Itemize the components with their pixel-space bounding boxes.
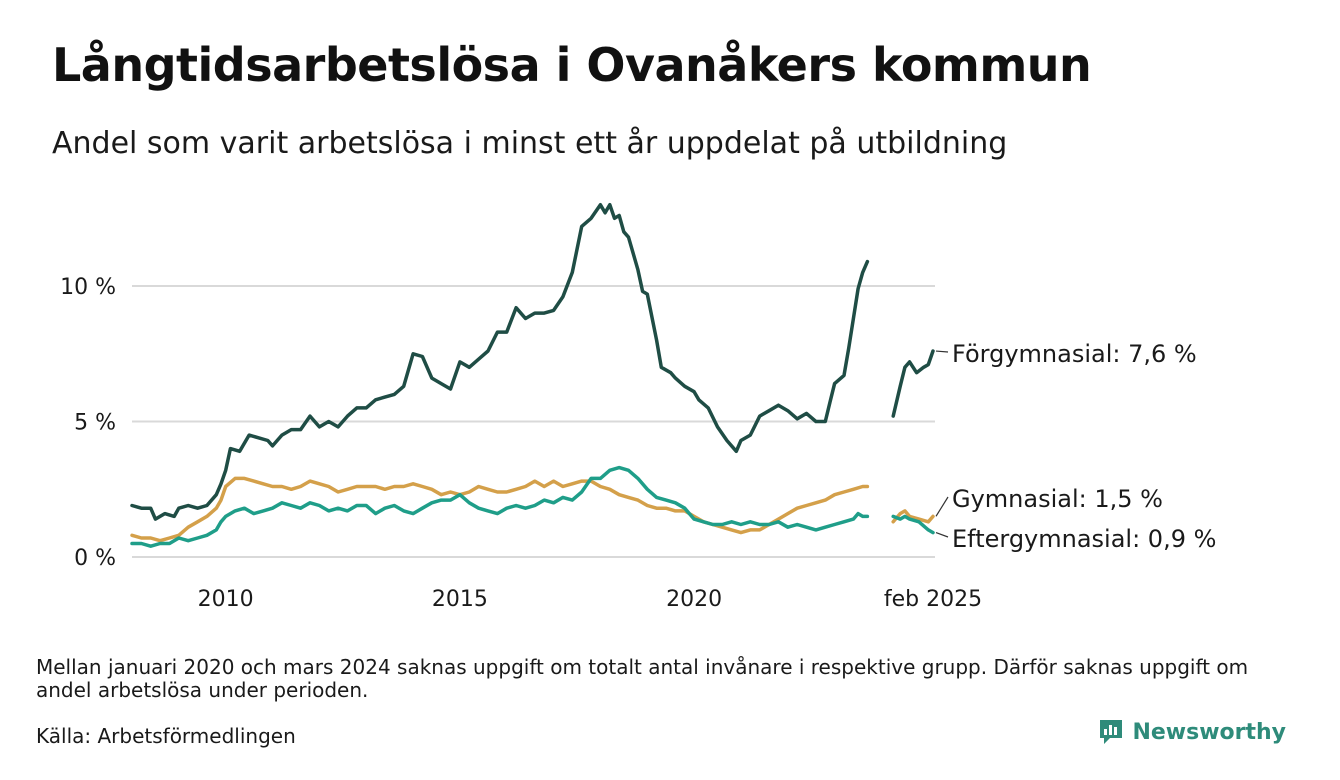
brand-name: Newsworthy	[1132, 719, 1286, 745]
series-line-gymnasial	[891, 509, 935, 524]
brand-logo: Newsworthy	[1098, 718, 1286, 746]
leader-line	[935, 496, 949, 517]
x-axis-ticks: 2010 2015 2020 feb 2025	[198, 587, 982, 612]
bar-chart-logo-icon	[1100, 720, 1123, 744]
series-end-label: Eftergymnasial: 0,9 %	[952, 525, 1216, 553]
chart-title: Långtidsarbetslösa i Ovanåkers kommun	[52, 38, 1092, 92]
leader-line	[935, 532, 949, 538]
x-tick-label: 2020	[666, 587, 722, 612]
x-tick-label: 2015	[432, 587, 488, 612]
y-axis-ticks: 0 % 5 % 10 %	[60, 275, 116, 571]
series-end-label: Gymnasial: 1,5 %	[952, 485, 1163, 513]
end-labels: Förgymnasial: 7,6 % Gymnasial: 1,5 % Efter…	[935, 340, 1216, 553]
chart-subtitle: Andel som varit arbetslösa i minst ett å…	[52, 126, 1008, 161]
x-tick-label: feb 2025	[884, 587, 982, 612]
footnote: Mellan januari 2020 och mars 2024 saknas…	[36, 655, 1249, 702]
series-line-gymnasial	[130, 476, 870, 543]
series-line-eftergymnasial	[130, 465, 870, 548]
series-line-eftergymnasial	[891, 514, 935, 535]
series-lines	[130, 202, 935, 548]
y-tick-label: 5 %	[74, 411, 116, 436]
x-tick-label: 2010	[198, 587, 254, 612]
y-tick-label: 0 %	[74, 546, 116, 571]
y-tick-label: 10 %	[60, 275, 116, 300]
source-note: Källa: Arbetsförmedlingen	[36, 724, 296, 748]
leader-line	[935, 350, 949, 353]
series-line-f-rgymnasial	[130, 202, 870, 521]
grid-lines	[132, 285, 935, 558]
series-end-label: Förgymnasial: 7,6 %	[952, 340, 1197, 368]
line-chart: 0 % 5 % 10 % 2010 2015 2020 feb 2025 Förgymna…	[60, 202, 1216, 612]
series-line-f-rgymnasial	[891, 349, 935, 418]
